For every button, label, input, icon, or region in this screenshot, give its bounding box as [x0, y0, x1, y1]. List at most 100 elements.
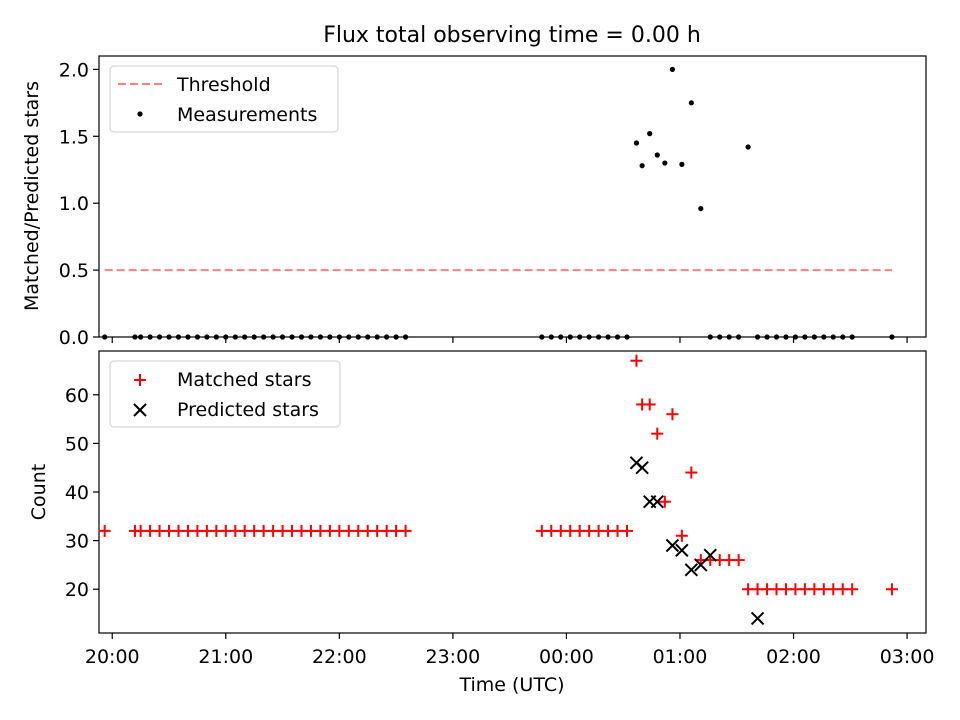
- ratio-y-tick-label: 0.5: [59, 260, 89, 282]
- measurement-point: [147, 334, 153, 340]
- measurement-point: [614, 334, 621, 340]
- matched-star-point: [620, 524, 633, 537]
- matched-star-point: [643, 398, 656, 411]
- measurement-point: [384, 334, 390, 340]
- count-x-tick-label: 21:00: [198, 646, 253, 668]
- measurement-point: [707, 334, 713, 340]
- measurement-point: [736, 334, 742, 340]
- matched-star-point: [666, 408, 679, 421]
- measurement-point: [298, 334, 305, 340]
- count-x-tick-label: 02:00: [766, 646, 821, 668]
- measurement-point: [624, 334, 630, 340]
- measurement-point: [204, 334, 210, 340]
- count-x-tick-label: 22:00: [312, 646, 367, 668]
- measurement-point: [261, 334, 267, 340]
- measurement-point: [726, 334, 732, 340]
- measurement-point: [567, 334, 573, 340]
- measurement-point: [754, 334, 761, 340]
- predicted-star-point: [635, 460, 649, 475]
- count-y-tick-label: 30: [65, 531, 89, 553]
- matched-star-point: [675, 529, 688, 542]
- count-legend-box: [109, 360, 341, 428]
- measurement-point: [279, 334, 286, 340]
- measurement-point: [185, 334, 191, 340]
- measurement-point: [840, 334, 846, 340]
- ratio-panel: 0.00.51.01.52.0 Matched/Predicted stars …: [21, 55, 927, 349]
- measurement-point: [639, 163, 645, 169]
- ratio-y-tick-label: 1.5: [59, 126, 89, 148]
- count-x-tick-label: 00:00: [539, 646, 594, 668]
- ratio-y-tick-label: 1.0: [59, 193, 89, 215]
- count-x-tick-label: 03:00: [880, 646, 935, 668]
- measurement-point: [251, 334, 257, 340]
- ratio-legend: Threshold Measurements: [109, 65, 339, 133]
- measurement-point: [688, 100, 694, 106]
- measurement-point: [539, 334, 545, 340]
- measurement-point: [633, 140, 640, 146]
- count-y-axis-label: Count: [28, 464, 50, 520]
- measurement-point: [270, 334, 276, 340]
- measurement-point: [102, 334, 108, 340]
- matched-star-point: [399, 524, 412, 537]
- count-x-tick-label: 01:00: [653, 646, 708, 668]
- matched-star-point: [658, 495, 671, 508]
- measurement-point: [783, 334, 789, 340]
- measurement-point: [830, 334, 836, 340]
- matched-star-point: [630, 354, 643, 367]
- measurement-point: [393, 334, 399, 340]
- measurement-point: [289, 334, 295, 340]
- measurement-point: [669, 66, 676, 72]
- predicted-star-point: [703, 548, 717, 562]
- measurement-point: [223, 334, 229, 340]
- legend-predicted-label: Predicted stars: [177, 399, 319, 421]
- measurement-point: [132, 334, 138, 340]
- measurement-point: [586, 334, 592, 340]
- legend-threshold-label: Threshold: [176, 74, 271, 96]
- ratio-y-tick-label: 2.0: [59, 59, 89, 81]
- count-x-tick-label: 23:00: [426, 646, 481, 668]
- measurement-point: [175, 334, 182, 340]
- ratio-marks: [102, 66, 895, 340]
- measurement-point: [605, 334, 611, 340]
- measurement-point: [317, 334, 324, 340]
- count-x-axis-label: Time (UTC): [458, 674, 564, 696]
- chart-title: Flux total observing time = 0.00 h: [323, 23, 701, 48]
- predicted-star-point: [750, 611, 765, 626]
- measurement-point: [647, 131, 653, 137]
- matched-star-point: [732, 554, 745, 567]
- measurement-point: [654, 152, 660, 158]
- measurement-point: [811, 334, 817, 340]
- legend-measurements-label: Measurements: [177, 104, 317, 126]
- measurement-point: [355, 334, 361, 340]
- measurement-point: [802, 334, 808, 340]
- count-y-tick-label: 40: [65, 482, 89, 504]
- count-x-ticks: 20:00 21:00 22:00 23:00 00:00 01:00 02:00 03:00: [85, 633, 935, 668]
- measurement-point: [745, 144, 751, 150]
- legend-matched-label: Matched stars: [177, 369, 311, 391]
- measurement-point: [773, 334, 780, 340]
- measurement-point: [849, 334, 855, 340]
- measurement-point: [308, 334, 314, 340]
- measurement-point: [679, 161, 685, 167]
- legend-measurements-swatch: [137, 111, 143, 117]
- measurement-point: [242, 334, 248, 340]
- count-x-tick-label: 20:00: [85, 646, 140, 668]
- predicted-star-point: [684, 563, 699, 577]
- ratio-y-tick-label: 0.0: [59, 327, 89, 349]
- measurement-point: [402, 334, 409, 340]
- measurement-point: [662, 160, 668, 166]
- count-y-tick-label: 20: [65, 579, 89, 601]
- measurement-point: [374, 334, 380, 340]
- count-y-tick-label: 50: [65, 433, 89, 455]
- measurement-point: [717, 334, 723, 340]
- measurement-point: [346, 334, 352, 340]
- measurement-point: [577, 334, 583, 340]
- ratio-y-axis-label: Matched/Predicted stars: [21, 81, 43, 311]
- ratio-panel-frame: [98, 55, 927, 338]
- count-legend: Matched stars Predicted stars: [109, 360, 341, 428]
- measurement-point: [792, 334, 799, 340]
- measurement-point: [558, 334, 564, 340]
- legend-matched-swatch: [134, 374, 146, 386]
- matched-star-point: [651, 427, 664, 440]
